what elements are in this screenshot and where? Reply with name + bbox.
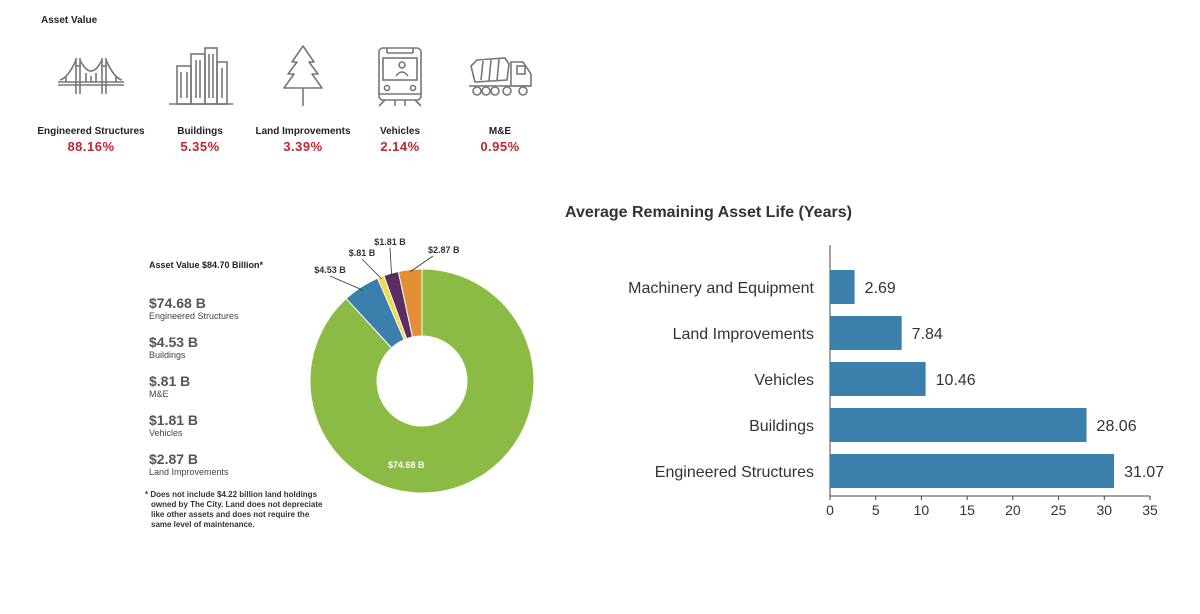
bar-value-label: 28.06 [1097,418,1137,435]
footnote-line: owned by The City. Land does not depreci… [151,500,323,509]
category-percent: 2.14% [380,139,420,154]
legend-item: $2.87 B Land Improvements [149,451,229,477]
category-label: M&E [488,126,512,137]
donut-chart: $74.68 B $4.53 B$.81 B$1.81 B $2.87 B [309,237,535,494]
donut-title: Asset Value $84.70 Billion* [149,260,264,270]
bar-value-label: 10.46 [936,372,976,389]
footnote-line: same level of maintenance. [151,520,255,529]
donut-leader-line [410,255,434,272]
category-percent: 0.95% [480,139,520,154]
donut-data-label: $4.53 B [314,265,346,275]
x-tick-label: 0 [826,502,834,518]
legend-value: $74.68 B [149,295,206,311]
category-tick-label: Machinery and Equipment [628,280,814,297]
donut-data-label: $2.87 B [428,245,460,255]
donut-leader-line [361,258,382,280]
legend-item: $.81 B M&E [149,373,190,399]
legend-value: $.81 B [149,373,191,389]
legend-item: $1.81 B Vehicles [149,412,198,438]
footnote-line: * Does not include $4.22 billion land ho… [145,490,318,499]
bar [830,362,926,396]
legend-name: Vehicles [149,428,183,438]
train-icon [378,47,422,107]
category-vehicles: Vehicles 2.14% [340,44,460,154]
category-label: Land Improvements [255,126,351,137]
category-engineered-structures: Engineered Structures 88.16% [31,44,151,154]
category-label: Vehicles [379,126,421,137]
legend-value: $1.81 B [149,412,199,428]
legend-item: $74.68 B Engineered Structures [149,295,239,321]
x-tick-label: 15 [959,502,975,518]
x-tick-label: 35 [1142,502,1158,518]
bar-value-label: 7.84 [912,326,943,343]
bridge-icon [58,58,124,94]
category-tick-label: Buildings [749,418,814,435]
category-tick-label: Vehicles [754,372,814,389]
donut-slice-engineered-structures [309,268,535,494]
category-land-improvements: Land Improvements 3.39% [243,44,363,154]
x-tick-label: 20 [1005,502,1021,518]
x-tick-label: 30 [1096,502,1112,518]
bar [830,454,1115,488]
legend-value: $4.53 B [149,334,199,350]
donut-slice-land-improvements [397,268,423,338]
category-label: Buildings [177,126,223,137]
donut-leader-line [329,275,364,291]
cement-truck-icon [469,57,532,96]
x-tick-label: 25 [1051,502,1067,518]
x-tick-label: 10 [914,502,930,518]
category-tick-label: Land Improvements [673,326,814,343]
bar-value-label: 2.69 [865,280,896,297]
category-m-and-e: M&E 0.95% [440,44,560,154]
category-percent: 88.16% [67,139,115,154]
bar-chart-title: Average Remaining Asset Life (Years) [565,204,852,221]
footnote-line: like other assets and does not require t… [151,510,310,519]
x-tick-label: 5 [872,502,880,518]
legend-name: Engineered Structures [149,311,239,321]
donut-data-label: $74.68 B [388,460,425,470]
bar [830,270,855,304]
legend-name: M&E [149,389,169,399]
bar [830,408,1087,442]
section-title: Asset Value [41,15,98,26]
bar-chart: Machinery and Equipment 2.69 Land Improvem… [628,245,1164,518]
category-buildings: Buildings 5.35% [140,44,260,154]
bar [830,316,902,350]
legend-name: Buildings [149,350,186,360]
bar-value-label: 31.07 [1124,464,1164,481]
legend-name: Land Improvements [149,467,229,477]
category-label: Engineered Structures [37,126,145,137]
legend-value: $2.87 B [149,451,199,467]
donut-leader-line [389,247,392,276]
buildings-icon [169,47,233,105]
tree-icon [283,45,323,106]
category-tick-label: Engineered Structures [655,464,814,481]
footnote: * Does not include $4.22 billion land ho… [145,490,330,530]
donut-data-label: $1.81 B [374,237,406,247]
donut-data-label: $.81 B [349,248,376,258]
legend-item: $4.53 B Buildings [149,334,198,360]
category-percent: 3.39% [283,139,323,154]
category-percent: 5.35% [180,139,220,154]
